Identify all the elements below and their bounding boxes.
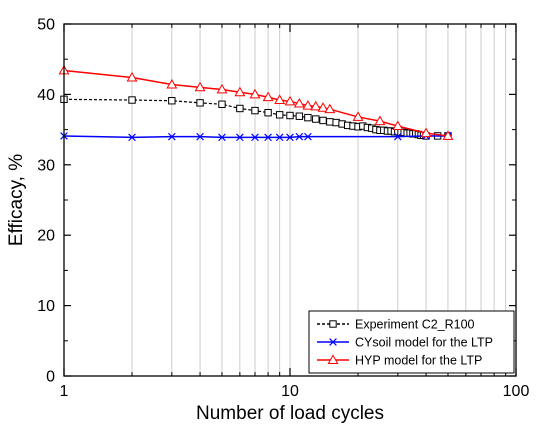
data-point <box>286 133 294 142</box>
data-point <box>326 118 334 126</box>
x-marker-stroke <box>196 132 204 141</box>
data-point <box>264 109 272 117</box>
y-tick-label: 40 <box>37 87 55 104</box>
data-point <box>196 99 204 107</box>
data-point <box>194 81 206 92</box>
legend-swatch-marker <box>329 320 337 328</box>
data-point <box>128 96 136 104</box>
data-point <box>286 111 294 120</box>
x-marker-stroke <box>394 132 402 141</box>
legend: Experiment C2_R100 CYsoil model for the L… <box>308 310 515 374</box>
series-2 <box>58 64 454 140</box>
data-point <box>234 86 246 97</box>
data-point <box>218 133 226 142</box>
data-point <box>304 113 312 122</box>
data-point <box>304 132 312 141</box>
data-point <box>251 106 259 115</box>
data-point <box>168 97 176 105</box>
data-point <box>332 118 340 127</box>
data-point <box>392 120 404 131</box>
data-point <box>128 133 136 142</box>
x-marker-stroke <box>168 132 176 141</box>
x-marker-stroke <box>275 133 284 142</box>
x-marker-stroke <box>236 133 244 142</box>
x-marker-stroke <box>264 133 272 142</box>
data-point <box>317 102 329 112</box>
data-point <box>295 112 304 120</box>
legend-label: HYP model for the LTP <box>355 354 482 368</box>
x-tick-label: 1 <box>60 383 69 400</box>
series-layer <box>58 64 454 142</box>
data-point <box>319 116 327 125</box>
data-point <box>394 132 402 141</box>
y-tick-label: 0 <box>46 369 55 386</box>
x-marker-stroke <box>286 133 294 142</box>
x-marker-stroke <box>295 132 304 141</box>
data-point <box>196 132 204 141</box>
y-tick-label: 30 <box>37 157 55 174</box>
x-marker-stroke <box>304 132 312 141</box>
x-marker-stroke <box>128 133 136 142</box>
data-point <box>264 133 272 142</box>
series-line <box>63 69 449 137</box>
data-point <box>284 95 296 106</box>
data-point <box>274 94 286 104</box>
data-point <box>126 71 138 82</box>
data-point <box>236 104 244 113</box>
data-point <box>275 133 284 142</box>
data-point <box>166 78 178 89</box>
y-tick-label: 10 <box>37 298 55 315</box>
data-point <box>324 103 336 114</box>
x-marker-stroke <box>251 133 259 142</box>
data-point <box>374 115 386 126</box>
y-axis-title: Efficacy, % <box>6 154 27 246</box>
data-point <box>295 132 304 141</box>
data-point <box>262 91 274 102</box>
legend-label: CYsoil model for the LTP <box>355 336 493 350</box>
data-point <box>352 111 364 121</box>
data-point <box>249 88 261 99</box>
data-point <box>251 133 259 142</box>
x-marker-stroke <box>329 338 337 346</box>
data-point <box>442 130 454 140</box>
legend-item: HYP model for the LTP <box>317 354 482 368</box>
legend-swatch-marker <box>327 354 339 364</box>
data-point <box>420 127 432 138</box>
data-point <box>218 100 226 108</box>
x-tick-label: 100 <box>503 383 530 400</box>
data-point <box>275 111 284 119</box>
y-tick-label: 20 <box>37 228 55 245</box>
data-point <box>168 132 176 141</box>
x-marker-stroke <box>218 133 226 142</box>
data-point <box>312 115 320 123</box>
data-point <box>216 83 228 94</box>
legend-item: CYsoil model for the LTP <box>317 336 493 350</box>
x-tick-label: 10 <box>281 383 299 400</box>
data-point <box>236 133 244 142</box>
tick-labels: 1 10 100 0 10 20 30 40 50 <box>37 17 529 401</box>
data-point <box>302 100 314 110</box>
data-point <box>310 100 322 111</box>
data-point <box>293 97 305 108</box>
y-tick-label: 50 <box>37 17 55 34</box>
legend-label: Experiment C2_R100 <box>355 318 475 332</box>
x-axis-title: Number of load cycles <box>196 403 384 424</box>
legend-swatch-marker <box>329 338 337 346</box>
legend-item: Experiment C2_R100 <box>317 318 475 332</box>
